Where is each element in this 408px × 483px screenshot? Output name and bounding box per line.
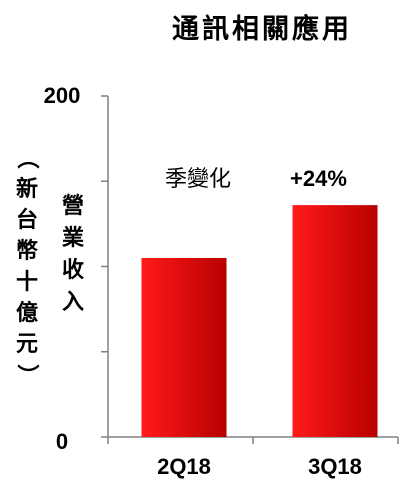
y-tick-label-0: 0 bbox=[56, 429, 68, 454]
ylab-col2-char: ） bbox=[14, 364, 40, 386]
bar-2q18 bbox=[141, 257, 227, 437]
x-tick-label-2q18: 2Q18 bbox=[157, 454, 211, 479]
ylab-col1-char: 營 bbox=[62, 193, 84, 219]
ylab-col2-char: 台 bbox=[16, 207, 38, 233]
bar-3q18 bbox=[292, 205, 378, 437]
bars bbox=[141, 205, 378, 437]
ylab-col2-char: 元 bbox=[16, 331, 38, 357]
ylab-col2-char: 十 bbox=[16, 269, 38, 295]
annotation-label: 季變化 bbox=[165, 167, 231, 192]
ylab-col1-char: 入 bbox=[62, 289, 84, 315]
ylab-col2-char: 幣 bbox=[16, 238, 38, 264]
y-axis-ticks bbox=[101, 95, 108, 438]
x-axis-ticks bbox=[107, 437, 399, 444]
ylab-col2-char: （ bbox=[14, 147, 40, 169]
x-tick-label-3q18: 3Q18 bbox=[308, 454, 362, 479]
annotation-value: +24% bbox=[290, 166, 347, 191]
y-tick-label-200: 200 bbox=[44, 83, 81, 108]
ylab-col1-char: 業 bbox=[62, 225, 85, 251]
chart-title: 通訊相關應用 bbox=[172, 13, 352, 45]
ylab-col2-char: 億 bbox=[16, 300, 38, 326]
ylab-col1-char: 收 bbox=[62, 257, 84, 283]
ylab-col2-char: 新 bbox=[16, 176, 38, 202]
